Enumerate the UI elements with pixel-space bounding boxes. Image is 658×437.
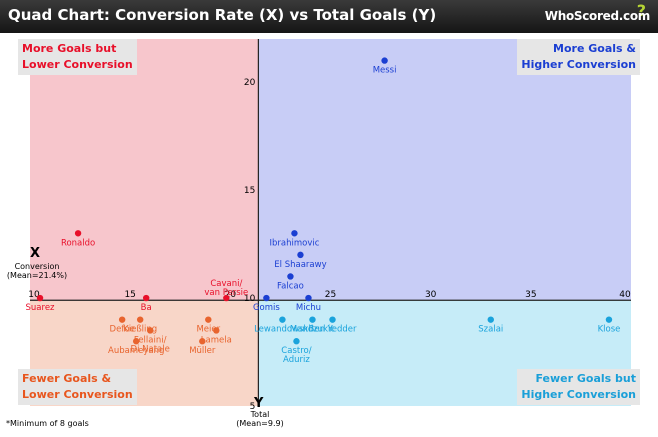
point-defoe	[118, 316, 126, 323]
point-szalai	[487, 316, 494, 323]
x-tick-label: 15	[124, 290, 135, 300]
quadrant-label-line: Fewer Goals but	[535, 372, 636, 385]
whoscored-logo-mark-icon: ?	[636, 1, 646, 20]
point-label-fellaini-di-natale: Fellaini/Di Natale	[131, 335, 170, 354]
point-falcao	[287, 273, 294, 280]
point-label-ben-yedder: Ben Yedder	[309, 325, 357, 335]
quadrant-label-line: Lower Conversion	[22, 388, 133, 401]
x-tick-label: 20	[225, 290, 237, 300]
point-müller	[199, 338, 206, 345]
quadrant-label-line: More Goals but	[22, 42, 117, 55]
point-label-gomis: Gomis	[253, 303, 280, 313]
quadrant-top-right-background	[258, 39, 631, 301]
footnote: *Minimum of 8 goals	[6, 419, 89, 428]
point-label-mandzukic: Mandzukic	[290, 325, 335, 335]
quadrant-label-top-right: More Goals & Higher Conversion	[517, 39, 640, 75]
point-label-lamela: Lamela	[201, 335, 232, 345]
y-axis-letter: Y	[254, 396, 264, 411]
point-label-szalai: Szalai	[478, 325, 503, 335]
point-label-castro-aduriz: Castro/Aduriz	[281, 346, 311, 365]
y-axis-label: Total	[250, 410, 270, 419]
point-label-messi: Messi	[373, 66, 397, 76]
point-label-suarez: Suarez	[26, 303, 56, 313]
point-messi	[381, 57, 388, 64]
quadrant-top-left-background	[30, 39, 259, 301]
quadrant-label-line: Higher Conversion	[521, 58, 636, 71]
x-axis-letter: X	[30, 246, 41, 261]
point-label-aubameyang: Aubameyang	[108, 346, 164, 356]
point-label-falcao: Falcao	[277, 281, 304, 291]
point-label-lewandowski: Lewandowski	[254, 325, 311, 335]
point-cavani-van-persie	[223, 294, 230, 302]
brand-tld: .com	[618, 9, 651, 23]
point-ronaldo	[74, 230, 82, 237]
x-axis-mean-label: (Mean=21.4%)	[6, 271, 68, 280]
x-tick-label: 40	[619, 290, 631, 300]
point-label-klose: Klose	[598, 325, 621, 335]
x-tick-label: 10	[28, 290, 40, 300]
quadrant-label-bottom-right: Fewer Goals but Higher Conversion	[517, 369, 640, 405]
point-label-defoe: Defoe	[110, 325, 135, 335]
y-tick-label: 15	[244, 186, 255, 196]
point-castro-aduriz	[293, 338, 300, 345]
point-ben-yedder	[329, 316, 336, 323]
point-label-müller: Müller	[189, 346, 216, 356]
point-michu	[305, 294, 312, 302]
point-gomis	[263, 294, 270, 302]
point-label-ba: Ba	[141, 303, 152, 313]
point-lamela	[213, 327, 220, 334]
point-suarez	[36, 294, 44, 302]
y-tick-label: 10	[244, 294, 256, 304]
quadrant-label-line: More Goals &	[553, 42, 636, 55]
point-mandzukic	[309, 316, 316, 323]
chart-title: Quad Chart: Conversion Rate (X) vs Total…	[8, 6, 437, 24]
quadrant-label-line: Higher Conversion	[521, 388, 636, 401]
point-ba	[142, 294, 150, 302]
y-tick-label: 20	[244, 78, 256, 88]
point-lewandowski	[279, 316, 286, 323]
x-tick-label: 30	[425, 290, 437, 300]
quadrant-label-top-left: More Goals but Lower Conversion	[18, 39, 137, 75]
whoscored-logo: WhoScored.com	[544, 9, 651, 23]
quadrant-label-bottom-left: Fewer Goals & Lower Conversion	[18, 369, 137, 405]
point-label-el-shaarawy: El Shaarawy	[274, 260, 326, 270]
point-meier	[205, 316, 212, 323]
brand-name: WhoScored	[544, 9, 619, 23]
quadrant-label-line: Lower Conversion	[22, 58, 133, 71]
point-label-michu: Michu	[296, 303, 321, 313]
x-tick-label: 35	[525, 290, 536, 300]
point-label-kießling: Kießling	[123, 325, 157, 335]
data-points: Messi Ibrahimovic El Shaarawy Falcao Michu Go…	[26, 57, 621, 365]
point-el-shaarawy	[297, 251, 304, 259]
x-tick-label: 25	[325, 290, 336, 300]
point-label-cavani-van-persie: Cavani/van Persie	[204, 279, 248, 298]
x-axis-label: Conversion	[14, 262, 60, 271]
point-kießling	[136, 316, 144, 323]
point-ibrahimovic	[291, 230, 298, 237]
point-fellaini-di-natale	[147, 327, 154, 334]
point-klose	[605, 316, 613, 323]
point-aubameyang	[132, 338, 140, 345]
y-axis-mean-label: (Mean=9.9)	[236, 419, 284, 428]
point-label-ronaldo: Ronaldo	[61, 238, 95, 248]
point-label-ibrahimovic: Ibrahimovic	[269, 238, 319, 248]
point-label-meier: Meier	[196, 325, 220, 335]
chart-header: Quad Chart: Conversion Rate (X) vs Total…	[0, 0, 658, 33]
axis-ticks: 10 15 20 25 30 35 40 5 10 15 20	[28, 78, 631, 412]
quadrant-label-line: Fewer Goals &	[22, 372, 112, 385]
y-tick-label: 5	[250, 402, 256, 412]
